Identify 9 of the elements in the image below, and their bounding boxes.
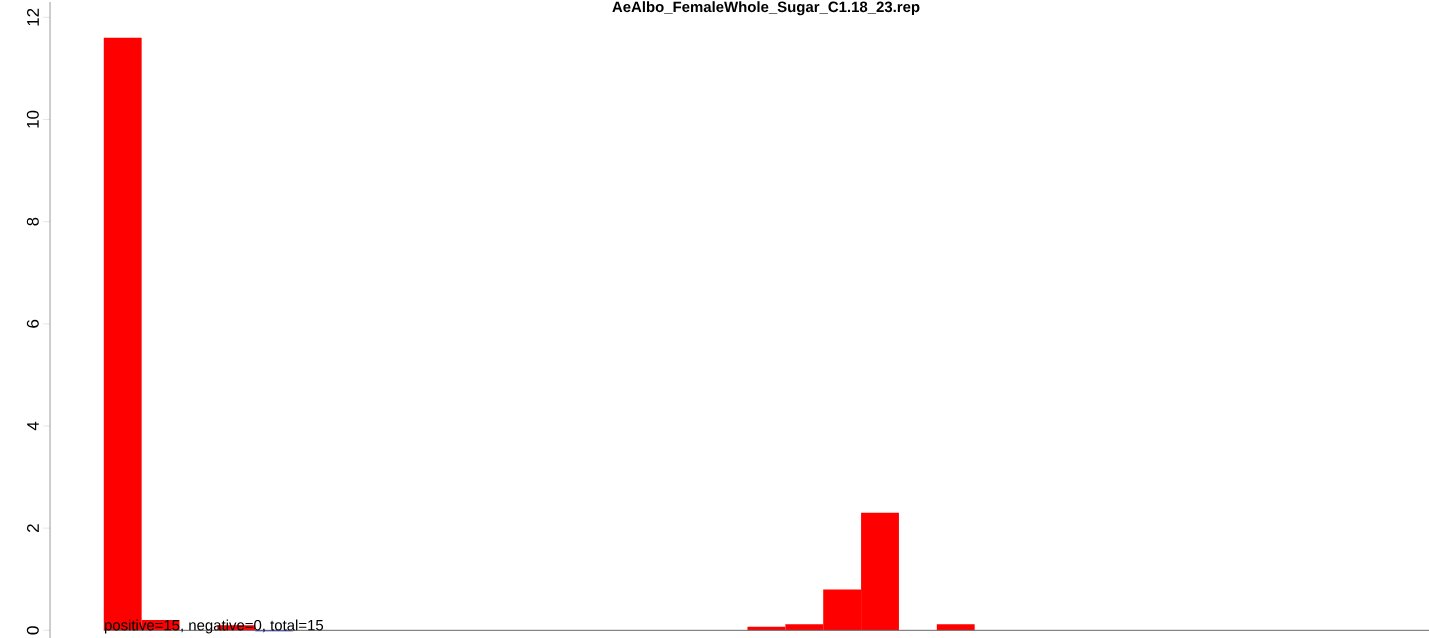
- y-tick-label: 2: [26, 524, 39, 532]
- y-tick-label: 6: [26, 319, 39, 328]
- chart-title: AeAlbo_FemaleWhole_Sugar_C1.18_23.rep: [612, 1, 920, 16]
- bar: [936, 624, 975, 631]
- y-tick-label: 12: [26, 8, 39, 26]
- y-tick-label: 0: [26, 626, 39, 635]
- y-tick-label: 4: [27, 421, 39, 431]
- y-tick-label: 10: [26, 110, 39, 128]
- y-tick-label: 8: [26, 217, 39, 226]
